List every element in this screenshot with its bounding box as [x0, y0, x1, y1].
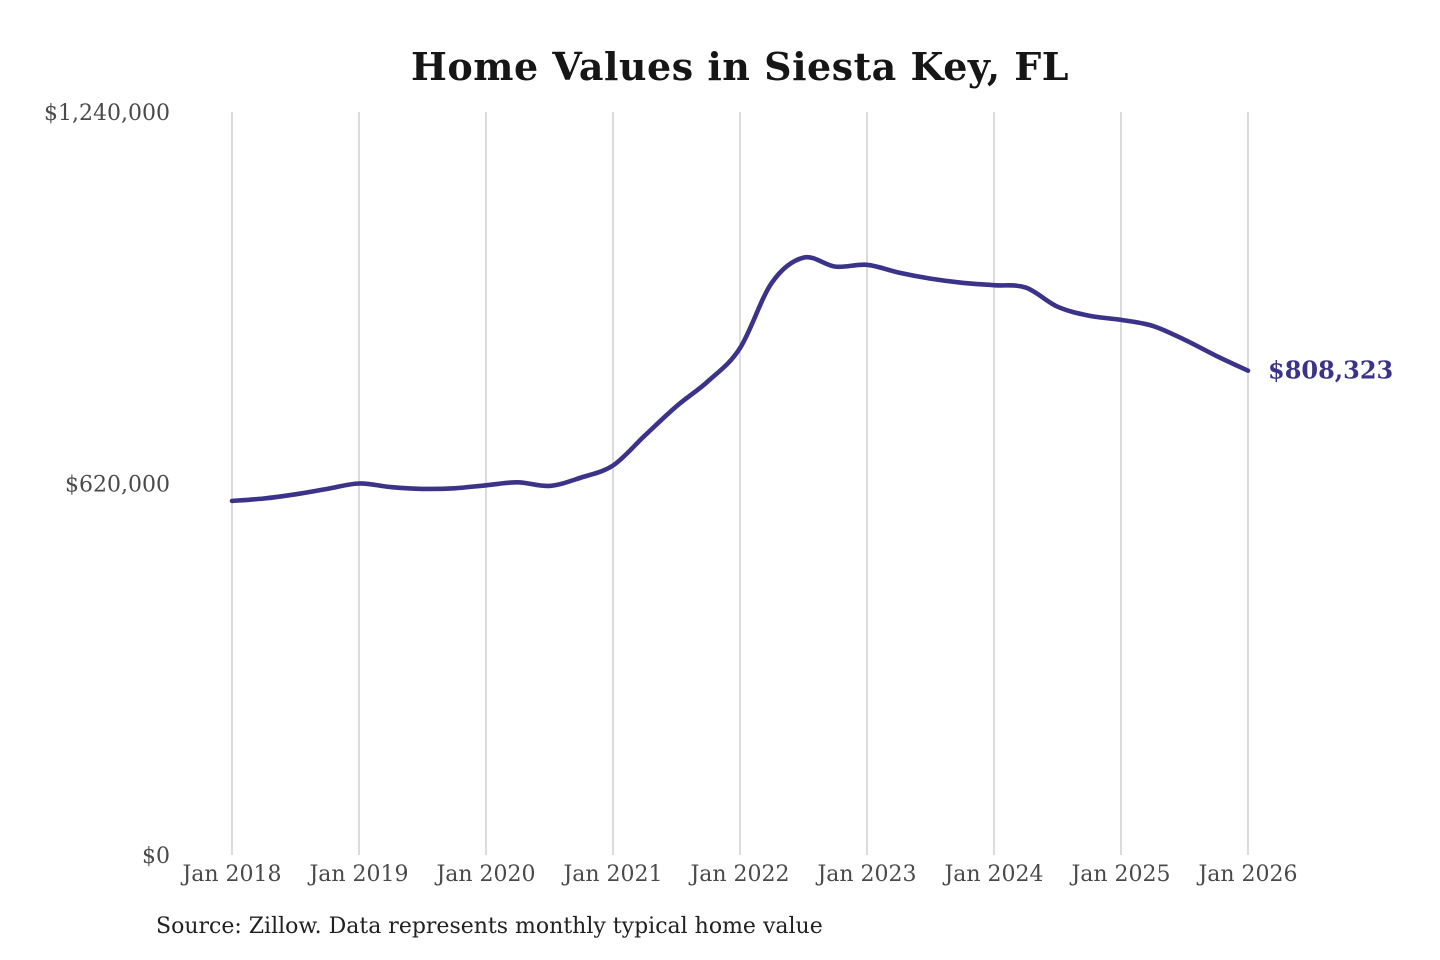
- y-tick-label: $620,000: [65, 473, 170, 498]
- x-tick-label: Jan 2024: [942, 862, 1043, 887]
- x-tick-label: Jan 2026: [1196, 862, 1297, 887]
- y-tick-label: $1,240,000: [44, 101, 170, 126]
- y-tick-label: $0: [142, 844, 170, 869]
- x-tick-label: Jan 2025: [1069, 862, 1170, 887]
- x-tick-label: Jan 2018: [180, 862, 281, 887]
- home-value-line: [229, 254, 1251, 504]
- x-tick-label: Jan 2019: [307, 862, 408, 887]
- x-tick-label: Jan 2022: [688, 862, 789, 887]
- chart-title: Home Values in Siesta Key, FL: [411, 44, 1069, 89]
- source-note: Source: Zillow. Data represents monthly …: [156, 914, 823, 939]
- x-tick-label: Jan 2023: [815, 862, 916, 887]
- x-tick-label: Jan 2021: [561, 862, 662, 887]
- x-tick-label: Jan 2020: [434, 862, 535, 887]
- current-value-label: $808,323: [1268, 356, 1393, 385]
